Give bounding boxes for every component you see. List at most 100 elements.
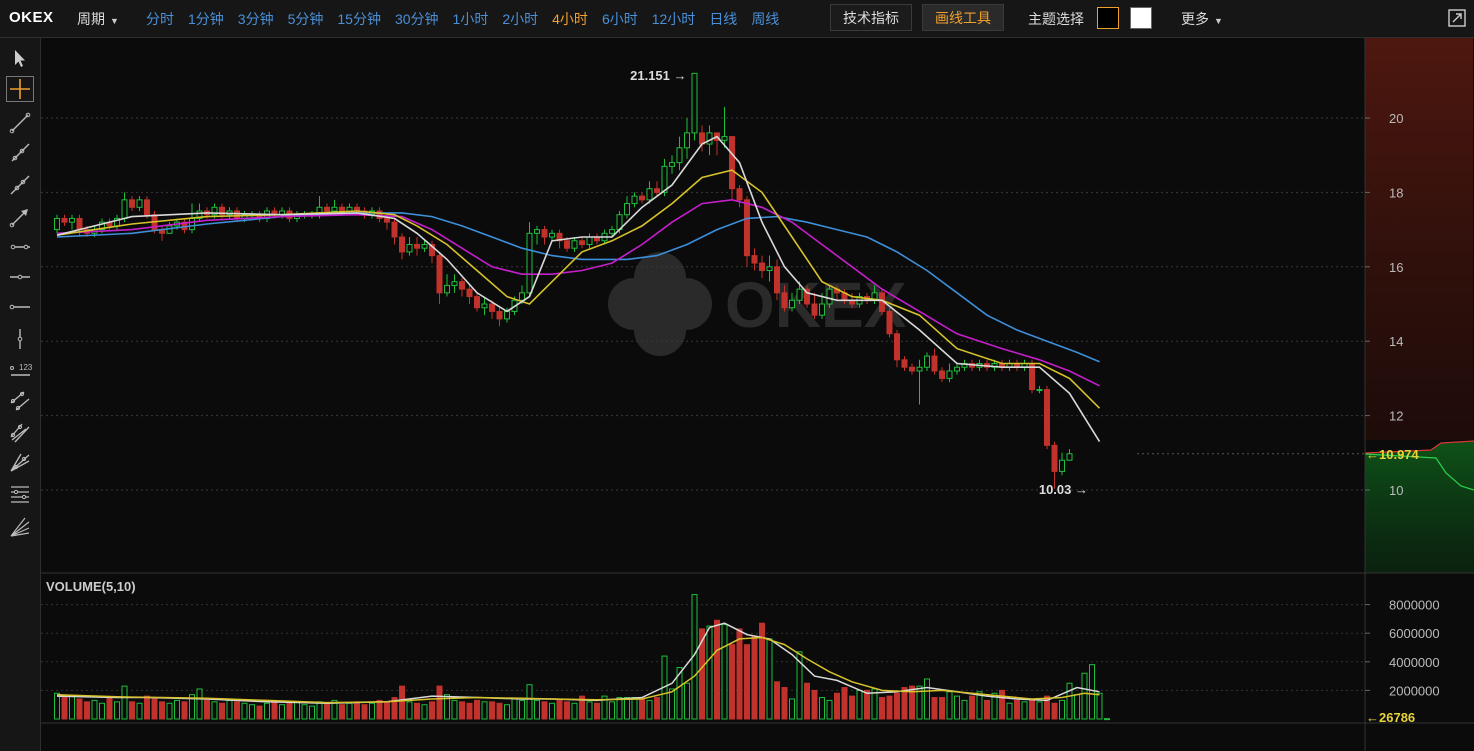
candle — [1066, 449, 1073, 461]
volume-bar — [496, 702, 503, 720]
chart-area[interactable]: OKEX10121416182021.151 →10.03 →←10.974VO… — [41, 38, 1474, 751]
volume-bar — [526, 684, 533, 720]
period-dropdown[interactable]: 周期 ▼ — [77, 9, 119, 29]
volume-bar — [744, 644, 750, 720]
timeframe-tab[interactable]: 日线 — [709, 11, 738, 27]
arrow-line-icon[interactable] — [6, 204, 34, 230]
timeframe-tab[interactable]: 12小时 — [651, 11, 696, 27]
volume-bar — [504, 704, 510, 720]
parallel-channel-icon[interactable] — [6, 388, 34, 414]
volume-bar — [1029, 698, 1035, 720]
volume-bar — [451, 699, 458, 720]
candle-body — [234, 210, 240, 219]
volume-bar — [609, 701, 615, 720]
candle-body — [331, 206, 338, 212]
timeframe-tab[interactable]: 4小时 — [552, 11, 588, 27]
candle-body — [1066, 453, 1073, 461]
candle-body — [556, 232, 563, 242]
candle-body — [1059, 459, 1065, 472]
volume-bar — [676, 667, 683, 720]
candle — [54, 214, 60, 234]
candle-body — [729, 136, 735, 190]
candle-body — [391, 221, 398, 238]
volume-bar — [189, 694, 195, 720]
candle — [414, 237, 420, 256]
more-dropdown[interactable]: 更多 ▼ — [1181, 9, 1223, 29]
candle — [811, 292, 818, 319]
candle-body — [1051, 444, 1058, 472]
candle-body — [481, 303, 488, 309]
timeframe-tab[interactable]: 2小时 — [502, 11, 539, 27]
volume-bar — [864, 689, 870, 720]
candle-body — [211, 206, 218, 216]
fan-lines-icon[interactable] — [6, 450, 34, 476]
last-volume-label: ←26786 — [1366, 710, 1415, 725]
theme-dark-swatch[interactable] — [1097, 7, 1119, 29]
timeframe-tab[interactable]: 1小时 — [452, 11, 489, 27]
volume-bar — [931, 697, 938, 720]
fibonacci-retracement-icon[interactable] — [6, 481, 34, 507]
timeframe-tab[interactable]: 5分钟 — [287, 11, 324, 27]
candle-body — [781, 292, 788, 309]
volume-bar — [714, 619, 720, 720]
drawing-tools-button[interactable]: 画线工具 — [922, 4, 1004, 31]
timeframe-tab[interactable]: 3分钟 — [237, 11, 274, 27]
timeframe-tab[interactable]: 30分钟 — [394, 11, 439, 27]
candle-body — [519, 292, 525, 301]
candle-body — [444, 284, 450, 294]
volume-bar — [946, 691, 953, 720]
candle — [759, 255, 765, 278]
candle — [436, 251, 443, 304]
timeframe-tab[interactable]: 1分钟 — [188, 11, 224, 27]
cursor-icon[interactable] — [6, 46, 34, 72]
horizontal-line-icon[interactable] — [6, 264, 34, 290]
horizontal-segment-icon[interactable] — [6, 294, 34, 320]
volume-bar — [901, 687, 908, 720]
timeframe-tab[interactable]: 6小时 — [601, 11, 638, 27]
volume-bar — [346, 702, 353, 720]
candle — [541, 225, 548, 245]
extended-line-icon[interactable] — [6, 172, 34, 198]
volume-bar — [826, 699, 833, 720]
volume-bar — [249, 704, 255, 720]
candle — [684, 118, 690, 159]
candle — [639, 192, 645, 204]
candle-body — [901, 359, 908, 368]
indicators-button[interactable]: 技术指标 — [830, 4, 912, 31]
volume-bar — [541, 701, 548, 720]
candle-body — [796, 288, 803, 301]
pitchfork-icon[interactable] — [6, 420, 34, 446]
volume-bar — [909, 685, 915, 720]
timeframe-tab[interactable]: 分时 — [146, 11, 174, 27]
vertical-line-icon[interactable] — [6, 326, 34, 352]
volume-bar — [414, 702, 420, 720]
volume-bar — [774, 681, 780, 720]
volume-bar — [459, 701, 465, 720]
candle-body — [489, 303, 495, 312]
low-price-label: 10.03 → — [1039, 482, 1088, 497]
gann-fan-icon[interactable] — [6, 514, 34, 540]
fullscreen-icon[interactable] — [1448, 9, 1466, 27]
volume-bar — [601, 695, 608, 720]
volume-tick-label: 8000000 — [1389, 598, 1440, 613]
horizontal-ray-icon[interactable] — [6, 234, 34, 260]
volume-bar — [811, 689, 818, 720]
volume-bar — [646, 699, 653, 720]
trend-line-icon[interactable] — [6, 110, 34, 136]
volume-bar — [999, 689, 1005, 720]
candle — [894, 330, 900, 368]
ray-line-icon[interactable] — [6, 140, 34, 166]
volume-bar — [376, 699, 383, 720]
volume-bar — [196, 688, 203, 720]
candle-body — [571, 240, 578, 249]
brand-logo: OKEX — [9, 9, 54, 26]
price-label-icon[interactable]: 123 — [6, 358, 34, 384]
candle-body — [339, 206, 345, 212]
timeframe-tab[interactable]: 15分钟 — [337, 11, 381, 27]
candle — [766, 255, 773, 282]
timeframe-tab[interactable]: 周线 — [751, 11, 780, 27]
crosshair-icon[interactable] — [6, 76, 34, 102]
candle — [646, 181, 653, 204]
depth-edge-line — [1364, 453, 1474, 491]
theme-light-swatch[interactable] — [1130, 7, 1152, 29]
